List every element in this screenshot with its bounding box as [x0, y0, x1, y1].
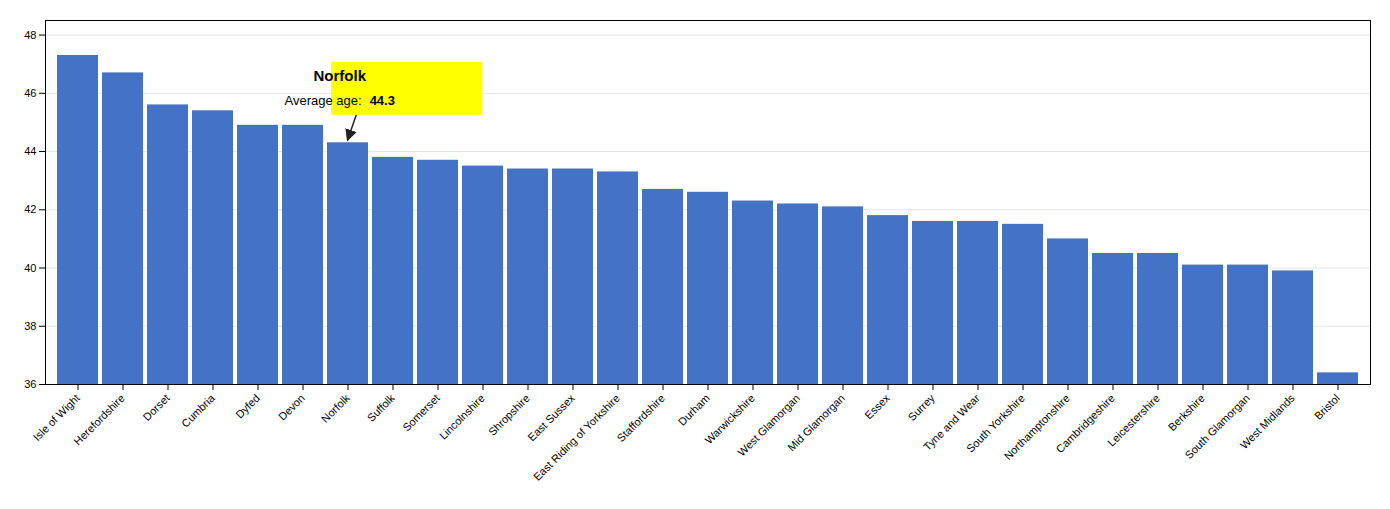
svg-text:Tyne and Wear: Tyne and Wear: [920, 391, 982, 453]
svg-text:Suffolk: Suffolk: [365, 391, 397, 423]
svg-text:42: 42: [24, 203, 36, 215]
svg-text:46: 46: [24, 87, 36, 99]
svg-text:South Yorkshire: South Yorkshire: [963, 391, 1027, 455]
svg-text:44: 44: [24, 145, 36, 157]
svg-text:Dorset: Dorset: [141, 392, 172, 423]
svg-text:Somerset: Somerset: [400, 392, 442, 434]
svg-text:48: 48: [24, 29, 36, 41]
svg-text:Devon: Devon: [276, 392, 307, 423]
svg-text:East Sussex: East Sussex: [525, 391, 577, 444]
svg-text:West Glamorgan: West Glamorgan: [735, 391, 802, 459]
svg-text:Dyfed: Dyfed: [233, 392, 262, 421]
svg-text:Northamptonshire: Northamptonshire: [1001, 391, 1072, 463]
svg-text:Norfolk: Norfolk: [319, 391, 352, 424]
svg-text:Warwickshire: Warwickshire: [702, 391, 757, 447]
svg-text:Essex: Essex: [862, 391, 892, 421]
svg-text:Leicestershire: Leicestershire: [1105, 392, 1162, 449]
svg-text:Mid Glamorgan: Mid Glamorgan: [785, 392, 847, 454]
svg-text:West Midlands: West Midlands: [1238, 391, 1298, 451]
svg-text:Staffordshire: Staffordshire: [614, 392, 666, 444]
svg-text:Shropshire: Shropshire: [486, 392, 532, 438]
svg-text:Bristol: Bristol: [1312, 392, 1342, 422]
svg-text:South Glamorgan: South Glamorgan: [1182, 392, 1251, 461]
svg-text:Norfolk: Norfolk: [314, 67, 367, 84]
svg-text:Surrey: Surrey: [906, 391, 938, 423]
svg-text:Berkshire: Berkshire: [1166, 392, 1207, 433]
svg-text:36: 36: [24, 378, 36, 390]
svg-text:Cambridgeshire: Cambridgeshire: [1054, 392, 1117, 455]
svg-text:38: 38: [24, 320, 36, 332]
svg-text:40: 40: [24, 262, 36, 274]
svg-text:Average age:44.3: Average age:44.3: [285, 93, 395, 108]
svg-text:Herefordshire: Herefordshire: [71, 392, 127, 448]
svg-text:Cumbria: Cumbria: [179, 391, 218, 430]
svg-text:Durham: Durham: [676, 392, 712, 428]
svg-text:East Riding of Yorkshire: East Riding of Yorkshire: [531, 392, 622, 483]
svg-text:Lincolnshire: Lincolnshire: [437, 392, 487, 442]
svg-text:Isle of Wight: Isle of Wight: [30, 391, 82, 443]
